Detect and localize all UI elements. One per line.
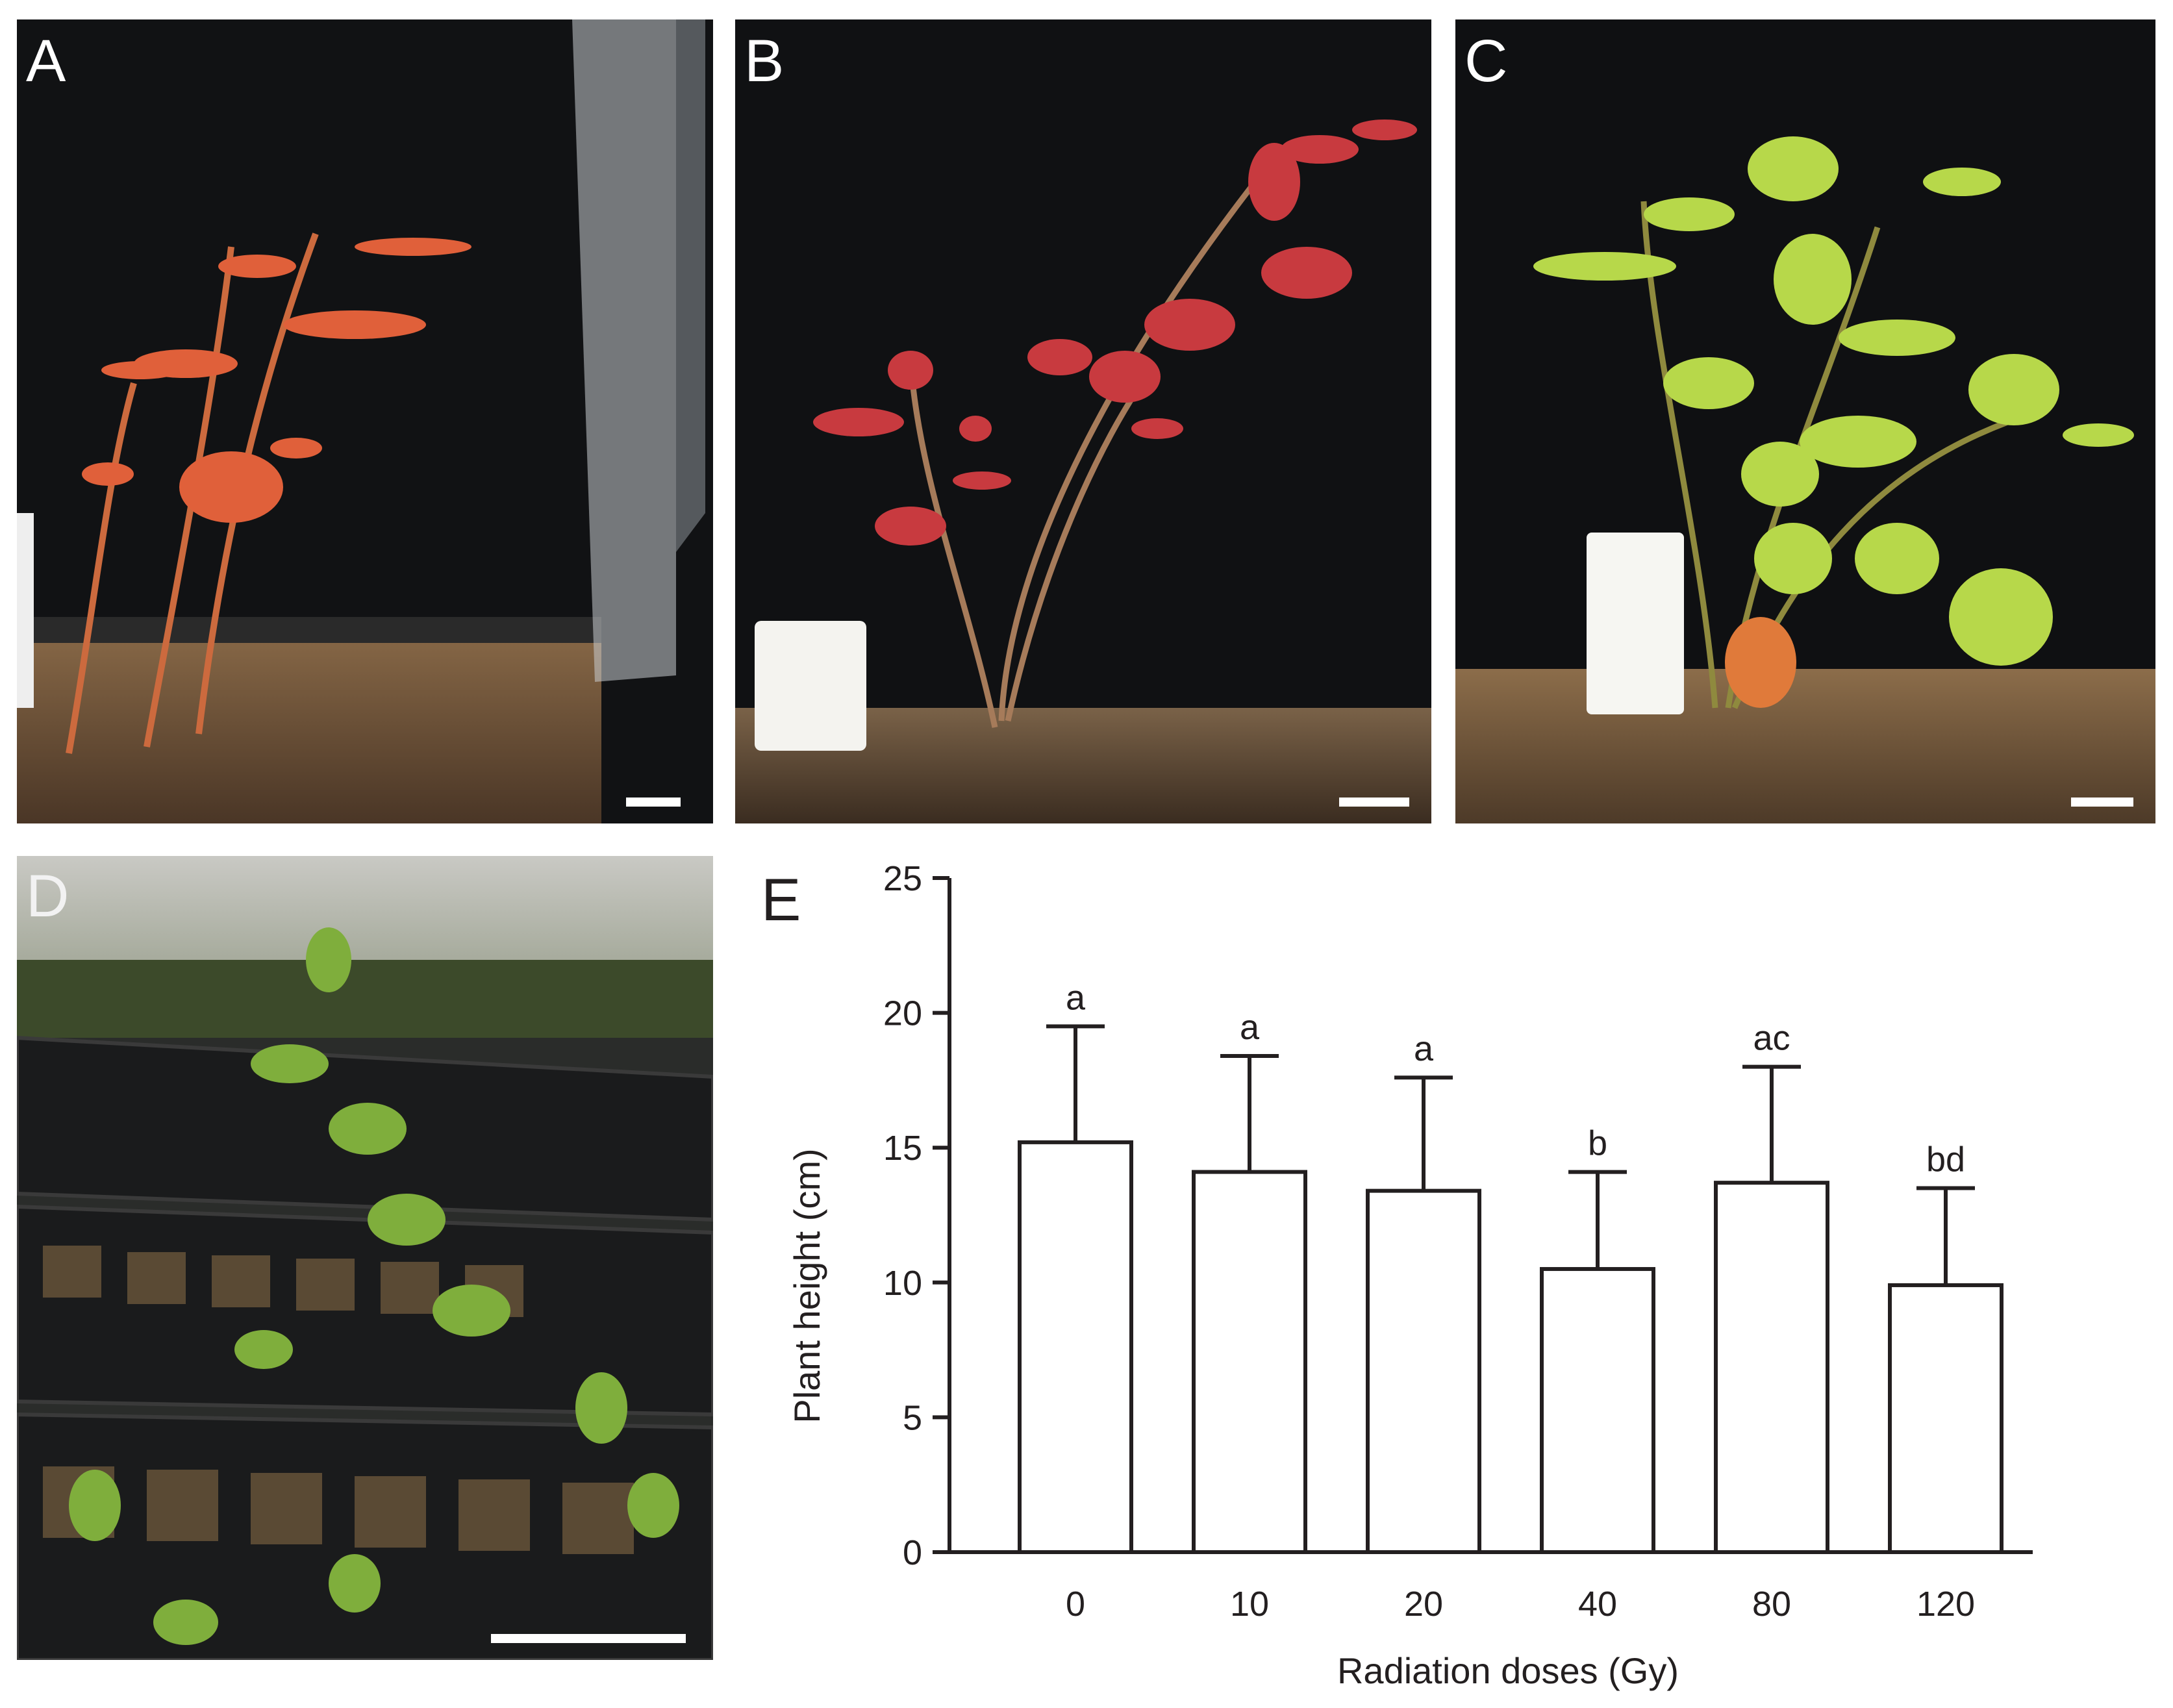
x-tick-label: 40 <box>1578 1585 1617 1624</box>
x-tick-label: 0 <box>1066 1585 1085 1624</box>
x-tick-label: 80 <box>1752 1585 1791 1624</box>
label-tag-b <box>755 621 866 751</box>
scale-bar <box>626 797 681 807</box>
bar <box>1714 1181 1829 1554</box>
panel-letter-e: E <box>761 867 801 933</box>
x-tick-label: 120 <box>1916 1585 1975 1624</box>
y-tick-label: 5 <box>903 1398 922 1437</box>
bar <box>1192 1170 1307 1554</box>
bars: a a a b ac bd <box>1018 978 2003 1555</box>
scale-bar <box>491 1634 686 1643</box>
x-axis: 0 10 20 40 80 120 <box>949 1550 2033 1624</box>
panel-letter-d: D <box>26 863 69 929</box>
significance-label: b <box>1588 1124 1607 1163</box>
significance-label: a <box>1414 1029 1434 1068</box>
y-axis: 0 5 10 15 20 25 <box>883 859 951 1572</box>
scale-bar <box>2071 797 2133 807</box>
panel-c-photo: C <box>1455 19 2155 823</box>
significance-label: a <box>1240 1008 1260 1047</box>
panel-b-photo: B <box>735 19 1431 823</box>
x-tick-label: 20 <box>1404 1585 1443 1624</box>
bar <box>1888 1283 2003 1555</box>
label-tag-c <box>1587 533 1684 714</box>
x-axis-title: Radiation doses (Gy) <box>1337 1650 1679 1691</box>
significance-label: ac <box>1753 1019 1790 1058</box>
panel-letter-a: A <box>26 28 66 94</box>
x-tick-label: 10 <box>1230 1585 1269 1624</box>
panel-a-photo: A <box>17 19 713 823</box>
seedling-photo-b <box>735 19 1431 823</box>
seedling-photo-c <box>1455 19 2155 823</box>
y-tick-label: 0 <box>903 1533 922 1572</box>
y-tick-label: 10 <box>883 1264 922 1303</box>
panel-letter-c: C <box>1464 28 1508 94</box>
y-tick-label: 15 <box>883 1129 922 1168</box>
seedling-photo-a <box>17 19 713 823</box>
y-tick-label: 25 <box>883 859 922 898</box>
greenhouse-photo-d <box>17 856 713 1660</box>
significance-label: bd <box>1926 1140 1965 1179</box>
panel-letter-b: B <box>744 28 785 94</box>
bar <box>1366 1188 1481 1554</box>
bar <box>1018 1140 1133 1554</box>
significance-label: a <box>1066 978 1086 1017</box>
bar <box>1540 1267 1655 1554</box>
y-axis-title: Plant height (cm) <box>786 1148 827 1423</box>
panel-e-chart: E 0 5 10 15 20 25 0 10 20 40 80 120 a a a b ac bd Plant… <box>735 844 2157 1702</box>
scale-bar <box>1339 797 1409 807</box>
panel-d-photo: D <box>17 856 713 1660</box>
plant-height-bar-chart: 0 5 10 15 20 25 0 10 20 40 80 120 a a a b ac bd Plant h… <box>786 859 2033 1691</box>
y-tick-label: 20 <box>883 994 922 1033</box>
